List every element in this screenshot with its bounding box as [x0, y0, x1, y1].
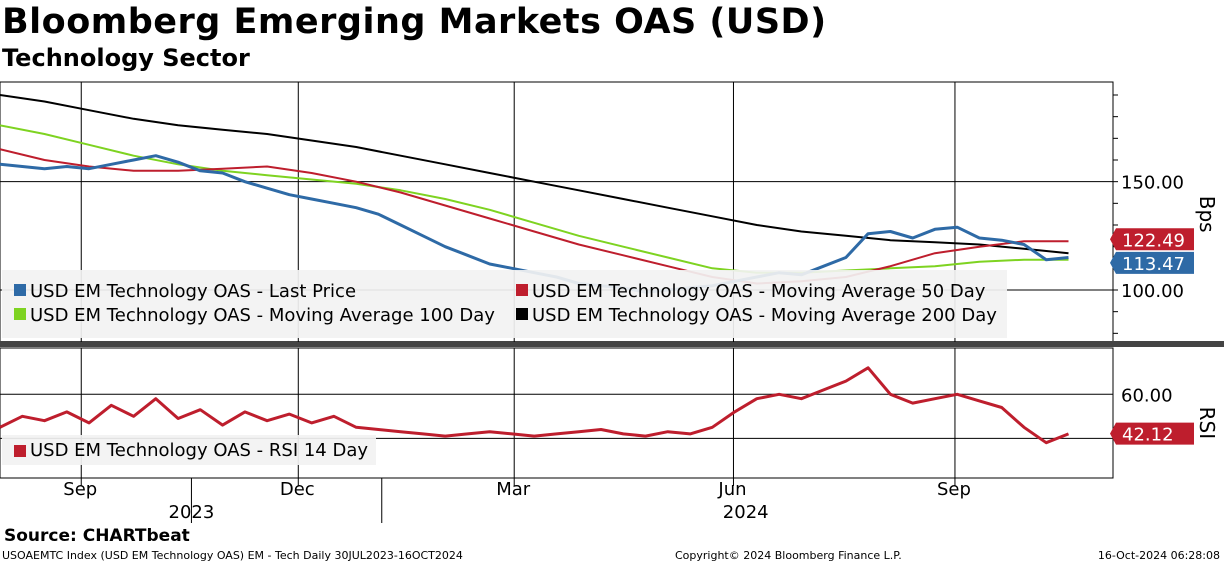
x-tick-label: Mar — [496, 479, 531, 500]
series-line-ma50 — [0, 148, 1069, 285]
y-tick-label-main: 100.00 — [1121, 281, 1184, 302]
axes: Sep Dec Mar Jun Sep 2023 2024 100.00 150.00 60.00… — [63, 94, 1219, 523]
legend-label-ma200: USD EM Technology OAS - Moving Average 2… — [532, 305, 997, 326]
y-axis-title-rsi: RSI — [1195, 407, 1219, 440]
legend-label-ma100: USD EM Technology OAS - Moving Average 1… — [30, 305, 495, 326]
series-line-ma100 — [0, 124, 1069, 274]
y-tick-label-main: 150.00 — [1121, 173, 1184, 194]
year-label-2023: 2023 — [169, 502, 215, 523]
x-tick-label: Sep — [937, 479, 971, 500]
legend-swatch-ma200 — [516, 308, 528, 320]
series-line-rsi — [0, 366, 1070, 445]
legend-swatch-ma100 — [14, 308, 26, 320]
y-axis-title-main: Bps — [1195, 196, 1219, 233]
last-value-ma50: 122.49 — [1122, 230, 1185, 251]
last-value-ma50-bg — [1110, 228, 1194, 251]
footer-copyright: Copyright© 2024 Bloomberg Finance L.P. — [675, 549, 902, 562]
panel-divider[interactable] — [0, 341, 1224, 347]
legend-swatch-last_price — [14, 284, 26, 296]
main-legend-box — [2, 270, 1007, 338]
rsi-plot-frame — [0, 347, 1114, 479]
x-tick-label: Jun — [717, 479, 746, 500]
legend-swatch-rsi — [14, 445, 26, 457]
source-text: Source: CHARTbeat — [4, 526, 190, 546]
rsi-legend: USD EM Technology OAS - RSI 14 Day — [2, 435, 376, 465]
last-value-rsi: 42.12 — [1122, 425, 1174, 446]
legend-label-rsi: USD EM Technology OAS - RSI 14 Day — [30, 440, 368, 461]
chart-subtitle: Technology Sector — [2, 44, 250, 72]
year-label-2024: 2024 — [723, 502, 769, 523]
last-value-rsi-bg — [1110, 422, 1194, 445]
legend-swatch-ma50 — [516, 284, 528, 296]
rsi-series-lines — [0, 366, 1070, 445]
series-line-ma200 — [0, 94, 1069, 255]
chart-title: Bloomberg Emerging Markets OAS (USD) — [2, 2, 827, 42]
y-tick-label-rsi: 60.00 — [1121, 385, 1173, 406]
legend-label-last_price: USD EM Technology OAS - Last Price — [30, 281, 356, 302]
footer-timestamp: 16-Oct-2024 06:28:08 — [1097, 549, 1220, 562]
main-legend: USD EM Technology OAS - Last Price USD EM… — [2, 270, 1007, 338]
main-series-lines — [0, 94, 1069, 294]
last-value-last-price: 113.47 — [1122, 254, 1185, 275]
rsi-legend-box — [2, 435, 376, 465]
legend-label-ma50: USD EM Technology OAS - Moving Average 5… — [532, 281, 986, 302]
footer-left: USOAEMTC Index (USD EM Technology OAS) E… — [2, 549, 463, 562]
x-tick-label: Sep — [63, 479, 97, 500]
x-tick-label: Dec — [280, 479, 315, 500]
last-value-last-price-bg — [1110, 251, 1194, 274]
